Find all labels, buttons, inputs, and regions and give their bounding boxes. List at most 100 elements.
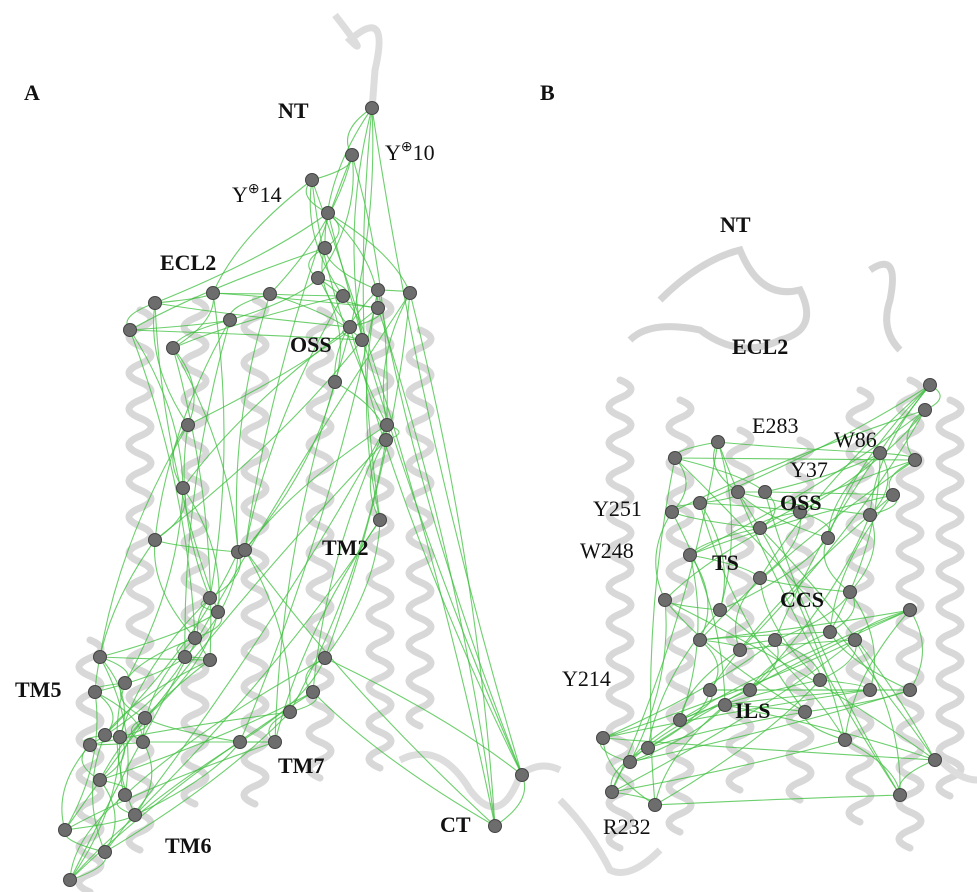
residue xyxy=(624,756,637,769)
residue xyxy=(284,706,297,719)
residue xyxy=(669,452,682,465)
residue xyxy=(732,486,745,499)
residue xyxy=(239,544,252,557)
residue xyxy=(149,297,162,310)
residue xyxy=(674,714,687,727)
annotation: ECL2 xyxy=(160,250,216,275)
residue xyxy=(177,482,190,495)
annotation: Y37 xyxy=(790,457,828,482)
residue xyxy=(319,242,332,255)
residue xyxy=(864,684,877,697)
helix xyxy=(939,400,961,796)
residue xyxy=(769,634,782,647)
residue xyxy=(844,586,857,599)
residue xyxy=(839,734,852,747)
helix xyxy=(849,390,871,822)
annotation-sup: ⊕ xyxy=(401,140,413,155)
residue xyxy=(649,799,662,812)
annotation: W248 xyxy=(580,538,634,563)
annotation-num: 10 xyxy=(413,140,435,165)
residue xyxy=(372,302,385,315)
residue xyxy=(94,651,107,664)
residue xyxy=(89,686,102,699)
residue xyxy=(234,736,247,749)
residue xyxy=(887,489,900,502)
annotation: Y⊕14 xyxy=(232,182,282,207)
residue xyxy=(114,731,127,744)
residue xyxy=(712,436,725,449)
residue xyxy=(822,532,835,545)
residue xyxy=(904,604,917,617)
annotation-base: Y xyxy=(385,140,401,165)
annotation: E283 xyxy=(752,413,798,438)
residue xyxy=(137,736,150,749)
residue xyxy=(864,509,877,522)
residue xyxy=(99,729,112,742)
residue xyxy=(119,677,132,690)
residue xyxy=(642,742,655,755)
residue xyxy=(744,684,757,697)
residue xyxy=(212,606,225,619)
residue xyxy=(224,314,237,327)
annotation: ILS xyxy=(735,698,770,723)
residue xyxy=(909,454,922,467)
residue xyxy=(904,684,917,697)
annotation: NT xyxy=(278,98,309,123)
edge xyxy=(155,303,218,612)
residue xyxy=(404,287,417,300)
residue xyxy=(306,174,319,187)
residue xyxy=(182,419,195,432)
annotation: TS xyxy=(712,550,739,575)
residue xyxy=(606,786,619,799)
residue xyxy=(694,497,707,510)
residue xyxy=(99,846,112,859)
residue xyxy=(204,592,217,605)
annotation: TM6 xyxy=(165,833,211,858)
residue xyxy=(366,102,379,115)
residue xyxy=(824,626,837,639)
residue xyxy=(714,604,727,617)
edge xyxy=(270,294,343,296)
residue xyxy=(734,644,747,657)
residue xyxy=(666,506,679,519)
annotation: TM2 xyxy=(322,535,368,560)
residue xyxy=(344,321,357,334)
loop xyxy=(870,264,900,350)
residue xyxy=(356,334,369,347)
figure: A B NTY⊕10Y⊕14ECL2OSSTM2TM5TM7TM6CTNTECL… xyxy=(0,0,977,892)
edge xyxy=(378,308,495,826)
residue xyxy=(307,686,320,699)
residue xyxy=(754,572,767,585)
residue xyxy=(684,549,697,562)
residue xyxy=(374,514,387,527)
residue xyxy=(694,634,707,647)
residue xyxy=(719,699,732,712)
residue xyxy=(489,820,502,833)
residue xyxy=(179,651,192,664)
edge xyxy=(656,512,672,600)
residue xyxy=(597,732,610,745)
annotation: CCS xyxy=(780,587,824,612)
edge xyxy=(700,640,718,690)
helix xyxy=(409,330,431,726)
residue xyxy=(704,684,717,697)
residue xyxy=(814,674,827,687)
edge xyxy=(65,440,386,830)
residue xyxy=(129,809,142,822)
residue xyxy=(59,824,72,837)
residue xyxy=(659,594,672,607)
residue xyxy=(64,874,77,887)
edge xyxy=(312,180,495,826)
edge xyxy=(213,293,270,294)
annotation: TM5 xyxy=(15,677,61,702)
residue xyxy=(380,434,393,447)
annotation-base: Y xyxy=(232,182,248,207)
residue xyxy=(264,288,277,301)
residue xyxy=(204,654,217,667)
residue xyxy=(167,342,180,355)
residue xyxy=(799,706,812,719)
residue xyxy=(322,207,335,220)
annotation: ECL2 xyxy=(732,334,788,359)
residue xyxy=(924,379,937,392)
residue xyxy=(189,632,202,645)
